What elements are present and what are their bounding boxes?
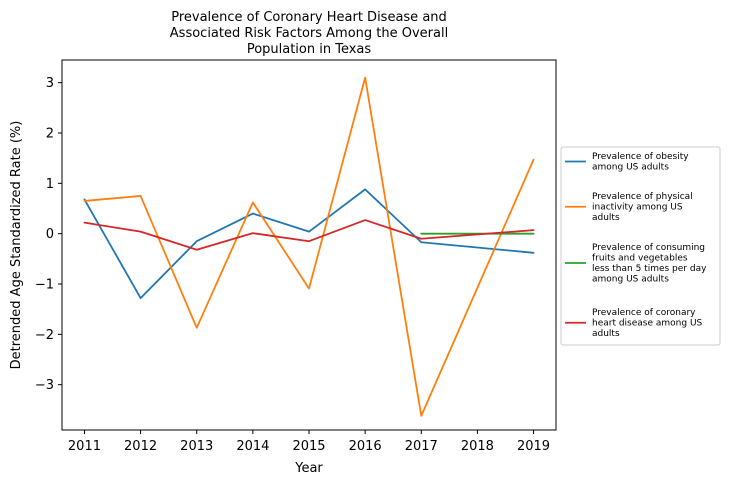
plot-area: [61, 59, 557, 431]
legend-label: Prevalence of consuming: [592, 243, 705, 253]
x-tick-label: 2019: [517, 439, 550, 454]
y-axis-label: Detrended Age Standardized Rate (%): [9, 121, 24, 370]
legend-label: adults: [592, 213, 620, 223]
series-lines: [83, 76, 535, 417]
y-tick-label: 0: [46, 227, 54, 242]
y-tick-label: −1: [35, 278, 54, 293]
series-line-2: [83, 76, 535, 417]
x-tick-label: 2012: [124, 439, 157, 454]
x-tick-label: 2018: [461, 439, 494, 454]
x-tick-label: 2014: [236, 439, 269, 454]
chart-title-line: Associated Risk Factors Among the Overal…: [170, 26, 448, 41]
x-tick-label: 2017: [405, 439, 438, 454]
y-tick-label: 3: [46, 76, 54, 91]
y-tick-label: 1: [46, 177, 54, 192]
chart-title: Prevalence of Coronary Heart Disease and…: [170, 10, 448, 57]
y-tick-label: 2: [46, 126, 54, 141]
x-axis-label: Year: [294, 461, 323, 476]
y-tick-label: −3: [35, 378, 54, 393]
x-tick-label: 2016: [349, 439, 382, 454]
legend-label: adults: [592, 329, 620, 339]
x-axis: 2011 2012 2013 2014 2015 2016 2017 2018 2019: [68, 430, 550, 454]
legend-label: heart disease among US: [592, 319, 703, 329]
x-tick-label: 2011: [68, 439, 101, 454]
legend-label: fruits and vegetables: [592, 254, 688, 264]
legend-label: Prevalence of coronary: [592, 308, 696, 318]
series-line-1: [83, 188, 535, 300]
legend-label: among US adults: [592, 163, 669, 173]
legend-label: among US adults: [592, 275, 669, 285]
y-axis: −3 −2 −1 0 1 2 3: [35, 76, 62, 393]
legend-label: Prevalence of obesity: [592, 152, 689, 162]
x-tick-label: 2015: [292, 439, 325, 454]
legend-frame: [560, 146, 721, 346]
legend-label: less than 5 times per day: [592, 264, 707, 274]
legend-label: Prevalence of physical: [592, 192, 693, 202]
x-tick-label: 2013: [180, 439, 213, 454]
series-line-4: [83, 219, 535, 251]
chart-title-line: Population in Texas: [247, 42, 372, 57]
legend-label: inactivity among US: [592, 203, 683, 213]
y-tick-label: −2: [35, 328, 54, 343]
chart-title-line: Prevalence of Coronary Heart Disease and: [171, 10, 447, 25]
